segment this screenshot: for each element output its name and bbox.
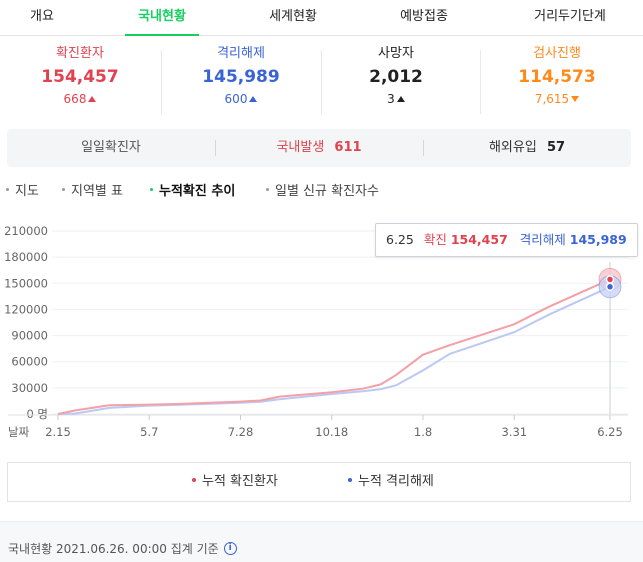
stat-testing-delta: 7,615	[482, 90, 632, 108]
footer-text: 국내현황 2021.06.26. 00:00 집계 기준 i	[8, 541, 237, 557]
divider	[480, 50, 481, 114]
arrow-up-icon	[396, 95, 405, 102]
daily-domestic: 국내발생 611	[215, 129, 423, 167]
stat-confirmed: 확진환자 154,457 668	[5, 44, 155, 108]
arrow-down-icon	[571, 95, 580, 102]
divider	[423, 140, 424, 156]
tooltip-confirmed-label: 확진	[423, 232, 447, 247]
stat-released-label: 격리해제	[217, 46, 265, 61]
series-line-released	[57, 285, 611, 415]
daily-total-label: 일일확진자	[81, 140, 141, 155]
daily-overseas-value: 57	[546, 140, 566, 155]
stat-released-delta-value: 600	[224, 92, 248, 106]
tab-vaccination[interactable]: 예방접종	[400, 9, 448, 24]
x-tick-label: 1.8	[414, 425, 432, 439]
y-tick-label: 120000	[4, 302, 48, 316]
x-tick-label: 7.28	[228, 425, 254, 439]
submenu-map[interactable]: 지도	[6, 182, 39, 202]
bullet-icon	[150, 188, 153, 191]
footer: 국내현황 2021.06.26. 00:00 집계 기준 i	[0, 521, 643, 562]
daily-overseas-label: 해외유입	[488, 140, 537, 155]
bullet-icon	[6, 188, 9, 191]
legend-dot-icon	[348, 477, 352, 482]
stat-deaths-delta: 3	[321, 90, 471, 108]
bullet-icon	[266, 188, 269, 191]
tab-domestic[interactable]: 국내현황	[125, 0, 199, 36]
legend-item-confirmed[interactable]: 누적 확진환자	[192, 463, 278, 501]
submenu-cumulative-trend[interactable]: 누적확진 추이	[150, 182, 235, 202]
x-tick-label: 3.31	[501, 425, 527, 439]
x-tick-label: 2.15	[45, 425, 71, 439]
chart-tooltip: 6.25 확진 154,457 격리해제 145,989	[375, 223, 638, 257]
chart-legend: 누적 확진환자 누적 격리해제	[7, 462, 631, 502]
y-tick-label: 60000	[11, 355, 48, 369]
tooltip-date: 6.25	[386, 232, 414, 247]
cumulative-chart: 210000 180000 150000 120000 90000 60000 30000 0…	[4, 224, 628, 439]
footer-reference-text: 국내현황 2021.06.26. 00:00 집계 기준	[8, 542, 219, 556]
arrow-up-icon	[249, 95, 258, 102]
legend-confirmed-label: 누적 확진환자	[202, 474, 278, 489]
y-tick-label: 30000	[11, 381, 48, 395]
tab-distancing-level[interactable]: 거리두기단계	[534, 9, 606, 24]
y-tick-label: 90000	[11, 329, 48, 343]
y-tick-label: 210000	[4, 224, 48, 238]
divider	[161, 50, 162, 114]
legend-item-released[interactable]: 누적 격리해제	[348, 463, 434, 501]
series-line-confirmed	[57, 278, 611, 415]
x-tick-label: 5.7	[140, 425, 158, 439]
stat-testing-delta-value: 7,615	[534, 92, 570, 106]
stat-deaths-label: 사망자	[378, 46, 414, 61]
tooltip-released-label: 격리해제	[519, 232, 566, 247]
stat-deaths-value: 2,012	[369, 67, 423, 87]
x-tick-label: 10.18	[315, 425, 348, 439]
marker-confirmed-dot	[605, 275, 615, 284]
x-tick-label: 6.25	[597, 425, 623, 439]
legend-dot-icon	[192, 477, 196, 482]
chart-submenu: 지도 지역별 표 누적확진 추이 일별 신규 확진자수	[0, 182, 643, 202]
daily-confirmed-box: 일일확진자 국내발생 611 해외유입 57	[7, 129, 631, 167]
stat-deaths: 사망자 2,012 3	[321, 44, 471, 108]
stat-released-delta: 600	[166, 90, 316, 108]
tooltip-released-value: 145,989	[569, 232, 627, 247]
stat-confirmed-value: 154,457	[41, 67, 119, 87]
bullet-icon	[62, 188, 65, 191]
submenu-region-table[interactable]: 지역별 표	[62, 182, 123, 202]
submenu-map-label: 지도	[15, 184, 39, 199]
stat-testing-label: 검사진행	[533, 46, 581, 61]
arrow-up-icon	[88, 95, 97, 102]
divider	[321, 50, 322, 114]
submenu-region-table-label: 지역별 표	[71, 184, 123, 199]
daily-overseas: 해외유입 57	[423, 129, 631, 167]
stat-deaths-delta-value: 3	[387, 92, 395, 106]
info-icon[interactable]: i	[223, 542, 237, 555]
tab-overview[interactable]: 개요	[30, 9, 54, 24]
stat-confirmed-delta: 668	[5, 90, 155, 108]
y-tick-label: 150000	[4, 276, 48, 290]
stat-testing: 검사진행 114,573 7,615	[482, 44, 632, 108]
daily-domestic-value: 611	[334, 140, 362, 155]
main-tab-bar: 개요 국내현황 세계현황 예방접종 거리두기단계	[0, 0, 643, 36]
daily-domestic-label: 국내발생	[276, 140, 325, 155]
submenu-daily-new[interactable]: 일별 신규 확진자수	[266, 182, 379, 202]
marker-released-dot	[605, 282, 615, 292]
legend-released-label: 누적 격리해제	[358, 474, 434, 489]
stat-confirmed-delta-value: 668	[63, 92, 87, 106]
y-tick-label: 180000	[4, 250, 48, 264]
x-axis-label: 날짜	[8, 425, 30, 439]
divider	[215, 140, 216, 156]
stat-confirmed-label: 확진환자	[56, 46, 104, 61]
stat-testing-value: 114,573	[518, 67, 596, 87]
stats-summary: 확진환자 154,457 668 격리해제 145,989 600 사망자 2,…	[0, 44, 643, 124]
y-tick-label: 0 명	[26, 407, 48, 421]
submenu-daily-new-label: 일별 신규 확진자수	[275, 184, 379, 199]
tab-world[interactable]: 세계현황	[269, 9, 317, 24]
tooltip-confirmed-value: 154,457	[450, 232, 508, 247]
submenu-cumulative-trend-label: 누적확진 추이	[159, 184, 236, 199]
stat-released: 격리해제 145,989 600	[166, 44, 316, 108]
stat-released-value: 145,989	[202, 67, 280, 87]
